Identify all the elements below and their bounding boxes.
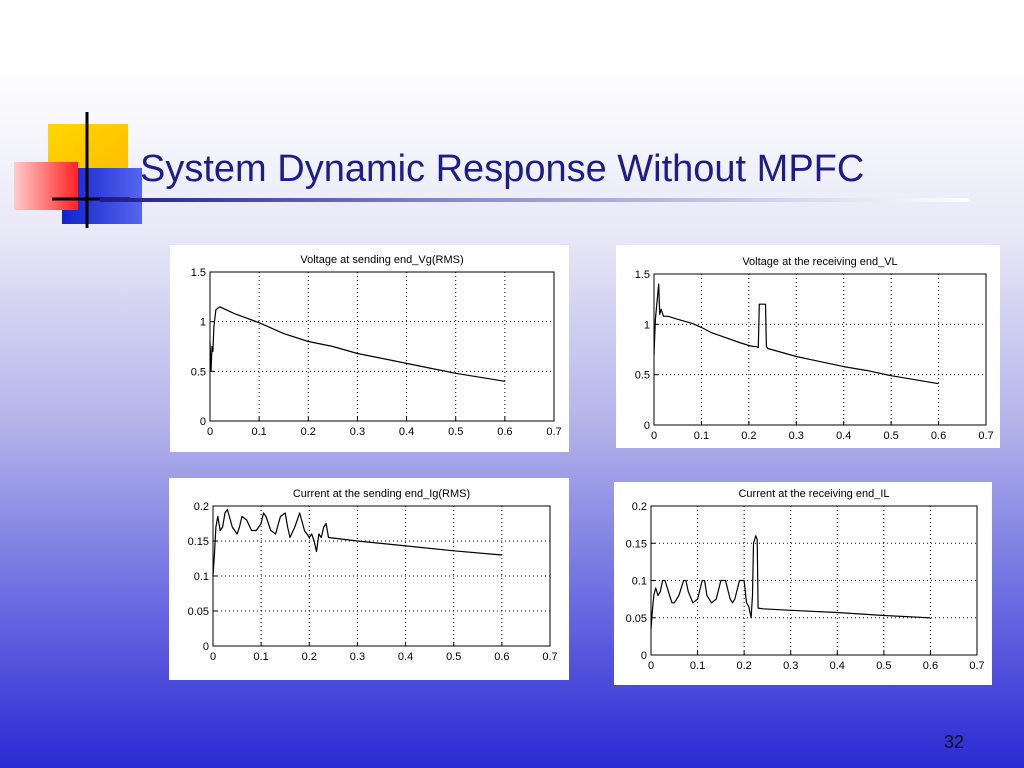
logo-graphic xyxy=(14,112,142,228)
x-tick-label: 0.5 xyxy=(448,426,463,438)
x-tick-label: 0.3 xyxy=(789,430,804,442)
x-tick-label: 0.1 xyxy=(690,660,705,672)
x-tick-label: 0.7 xyxy=(969,660,984,672)
series-line xyxy=(650,535,931,629)
x-tick-label: 0.1 xyxy=(253,651,268,663)
x-tick-label: 0.7 xyxy=(978,430,993,442)
chart-title: Current at the sending end_Ig(RMS) xyxy=(293,488,470,500)
chart-title: Voltage at the receiving end_VL xyxy=(742,256,897,268)
series-line xyxy=(212,508,502,577)
y-tick-label: 1.5 xyxy=(191,267,206,279)
x-tick-label: 0 xyxy=(648,660,654,672)
y-tick-label: 1.5 xyxy=(635,269,650,281)
x-tick-label: 0 xyxy=(651,430,657,442)
x-tick-label: 0 xyxy=(207,426,213,438)
chart-current-sending-end: Current at the sending end_Ig(RMS) 0 0.1 0.… xyxy=(169,478,569,680)
y-tick-label: 0.05 xyxy=(626,613,647,625)
x-tick-label: 0.6 xyxy=(497,426,512,438)
y-tick-label: 1 xyxy=(200,317,206,329)
x-tick-label: 0.5 xyxy=(883,430,898,442)
x-tick-label: 0.1 xyxy=(694,430,709,442)
x-tick-label: 0.4 xyxy=(830,660,845,672)
x-tick-label: 0.6 xyxy=(923,660,938,672)
y-tick-label: 0.2 xyxy=(194,501,209,513)
y-tick-label: 0 xyxy=(644,420,650,432)
chart-svg: Current at the sending end_Ig(RMS) 0 0.1 0.… xyxy=(188,488,558,663)
y-tick-label: 0.1 xyxy=(632,576,647,588)
chart-svg: Current at the receiving end_IL 0 0.1 0.2 0.… xyxy=(626,488,985,672)
x-tick-label: 0.1 xyxy=(251,426,266,438)
y-tick-label: 0 xyxy=(641,650,647,662)
x-tick-label: 0.6 xyxy=(931,430,946,442)
x-tick-label: 0.2 xyxy=(736,660,751,672)
y-tick-label: 0.5 xyxy=(191,366,206,378)
x-tick-label: 0.7 xyxy=(546,426,561,438)
x-tick-label: 0.3 xyxy=(350,426,365,438)
x-tick-label: 0.4 xyxy=(399,426,414,438)
plot-frame xyxy=(209,271,555,422)
chart-current-receiving-end: Current at the receiving end_IL 0 0.1 0.2 0.… xyxy=(614,482,992,685)
y-tick-label: 0.1 xyxy=(194,571,209,583)
x-tick-label: 0.2 xyxy=(741,430,756,442)
x-tick-label: 0 xyxy=(210,651,216,663)
y-tick-label: 0 xyxy=(203,641,209,653)
x-tick-label: 0.5 xyxy=(446,651,461,663)
y-tick-label: 0.15 xyxy=(188,536,209,548)
logo-red-square xyxy=(14,162,78,210)
y-tick-label: 0 xyxy=(200,416,206,428)
x-tick-label: 0.4 xyxy=(836,430,851,442)
x-tick-label: 0.5 xyxy=(876,660,891,672)
title-underline xyxy=(100,198,970,202)
y-tick-label: 0.2 xyxy=(632,501,647,513)
y-tick-label: 1 xyxy=(644,319,650,331)
slide-title: System Dynamic Response Without MPFC xyxy=(140,148,865,190)
series-line xyxy=(209,306,505,382)
x-tick-label: 0.3 xyxy=(350,651,365,663)
x-tick-label: 0.4 xyxy=(398,651,413,663)
x-tick-label: 0.3 xyxy=(783,660,798,672)
plot-frame xyxy=(653,273,987,426)
chart-title: Current at the receiving end_IL xyxy=(738,488,889,500)
chart-svg: Voltage at sending end_Vg(RMS) 0 0.1 0.2 0.3… xyxy=(191,254,562,438)
y-tick-label: 0.15 xyxy=(626,538,647,550)
page-number: 32 xyxy=(943,732,964,752)
x-tick-label: 0.2 xyxy=(302,651,317,663)
series-line xyxy=(653,283,939,385)
chart-voltage-sending-end: Voltage at sending end_Vg(RMS) 0 0.1 0.2 0.3… xyxy=(170,245,569,452)
chart-title: Voltage at sending end_Vg(RMS) xyxy=(300,254,463,266)
chart-voltage-receiving-end: Voltage at the receiving end_VL 0 0.1 0.2 0.… xyxy=(616,245,1000,448)
x-tick-label: 0.6 xyxy=(494,651,509,663)
y-tick-label: 0.5 xyxy=(635,370,650,382)
chart-svg: Voltage at the receiving end_VL 0 0.1 0.2 0.… xyxy=(635,256,994,442)
x-tick-label: 0.2 xyxy=(301,426,316,438)
x-tick-label: 0.7 xyxy=(542,651,557,663)
y-tick-label: 0.05 xyxy=(188,606,209,618)
